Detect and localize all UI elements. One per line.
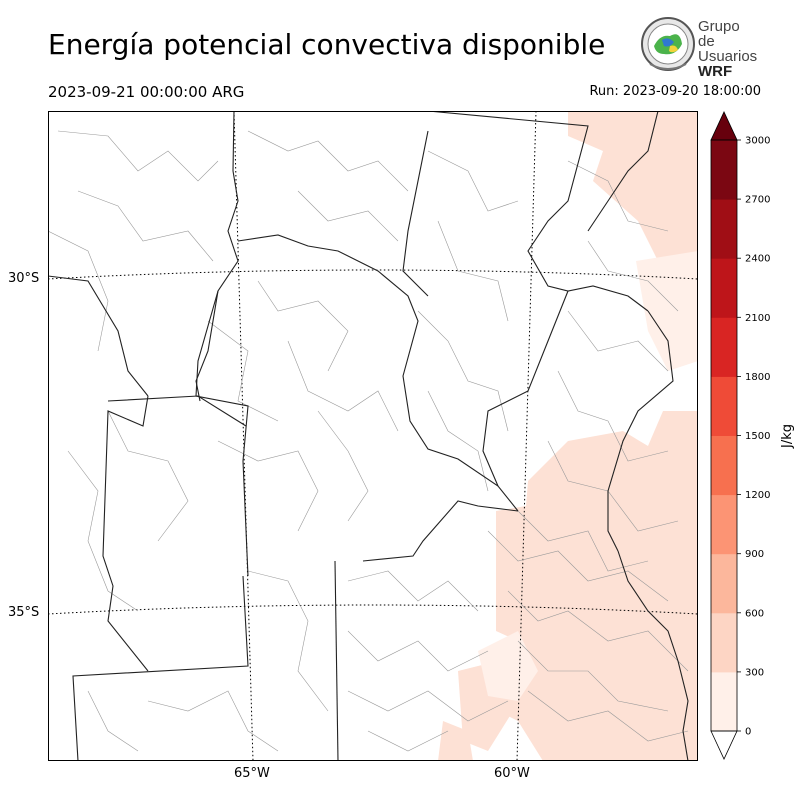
- province-boundaries: [48, 111, 689, 761]
- logo-line-1: Grupo de: [698, 18, 740, 50]
- lon-label-65w: 65°W: [234, 766, 270, 781]
- boundary-entrerios-west: [482, 290, 569, 487]
- colorbar-tick-label: 2400: [745, 254, 770, 265]
- colorbar-tick-label: 1800: [745, 372, 770, 383]
- boundary-lapampa-south: [72, 575, 249, 761]
- colorbar-bin: [711, 671, 737, 732]
- colorbar-bin: [711, 140, 737, 200]
- colorbar-tick-label: 1200: [745, 490, 770, 501]
- lon-line-60w: [516, 111, 537, 761]
- logo-line-3: WRF: [698, 63, 733, 80]
- boundary-cordoba-north: [237, 234, 519, 512]
- colorbar-tick-label: 1500: [745, 431, 770, 442]
- coastline-buenosaires: [617, 550, 689, 761]
- boundary-sanluis-north: [107, 395, 247, 427]
- map-title: Energía potencial convectiva disponible: [48, 28, 606, 61]
- colorbar-bin: [711, 199, 737, 259]
- globe-icon: [641, 17, 695, 71]
- lon-label-60w: 60°W: [494, 766, 530, 781]
- colorbar-tick-label: 0: [745, 727, 751, 738]
- boundary-cordoba-south: [362, 500, 519, 562]
- colorbar-tick-label: 900: [745, 549, 764, 560]
- boundary-santafe-north: [402, 130, 429, 297]
- colorbar-bins: [711, 140, 737, 732]
- lat-line-35s: [48, 604, 698, 615]
- colorbar-bin: [711, 435, 737, 496]
- cape-map: [48, 111, 698, 761]
- colorbar-ticks: 0 300 600 900 1200 1500 1800 2100 2400 2700 3000: [737, 136, 770, 738]
- colorbar-tick-label: 3000: [745, 136, 770, 147]
- colorbar-tick-label: 600: [745, 608, 764, 619]
- logo-line-2: Usuarios: [698, 48, 758, 65]
- lon-line-65w: [233, 111, 254, 761]
- colorbar-bin: [711, 376, 737, 436]
- lat-label-35s: 35°S: [8, 605, 40, 620]
- run-time: Run: 2023-09-20 18:00:00: [589, 84, 761, 99]
- colorbar-tick-label: 2100: [745, 313, 770, 324]
- colorbar-under-triangle: [710, 730, 738, 760]
- colorbar-bin: [711, 317, 737, 377]
- boundary-lapampa-buenosaires: [334, 560, 339, 761]
- valid-time: 2023-09-21 00:00:00 ARG: [48, 83, 245, 101]
- boundary-sanluis-west: [102, 395, 149, 672]
- cape-shading-light: [478, 251, 698, 701]
- boundary-cordoba-west: [195, 290, 249, 577]
- boundary-catamarca-larioja: [195, 111, 239, 402]
- boundary-entrerios-east: [607, 310, 674, 552]
- colorbar: 0 300 600 900 1200 1500 1800 2100 2400 2700 3000 J…: [710, 111, 795, 760]
- colorbar-bin: [711, 553, 737, 614]
- colorbar-bin: [711, 494, 737, 555]
- colorbar-unit: J/kg: [780, 424, 795, 449]
- colorbar-tick-label: 300: [745, 667, 764, 678]
- boundary-sanjuan-larioja: [48, 275, 149, 397]
- graticule: [48, 111, 698, 761]
- boundary-santafe-corrientes: [427, 111, 649, 312]
- colorbar-bin: [711, 258, 737, 318]
- department-boundaries: [48, 130, 689, 752]
- lat-label-30s: 30°S: [8, 271, 40, 286]
- boundary-corrientes-north: [587, 111, 659, 232]
- map-frame: [48, 111, 698, 761]
- lat-line-30s: [48, 269, 698, 280]
- colorbar-tick-label: 2700: [745, 195, 770, 206]
- colorbar-over-triangle: [710, 111, 738, 141]
- wrf-logo: Grupo de Usuarios WRF: [640, 16, 760, 79]
- colorbar-bin: [711, 612, 737, 673]
